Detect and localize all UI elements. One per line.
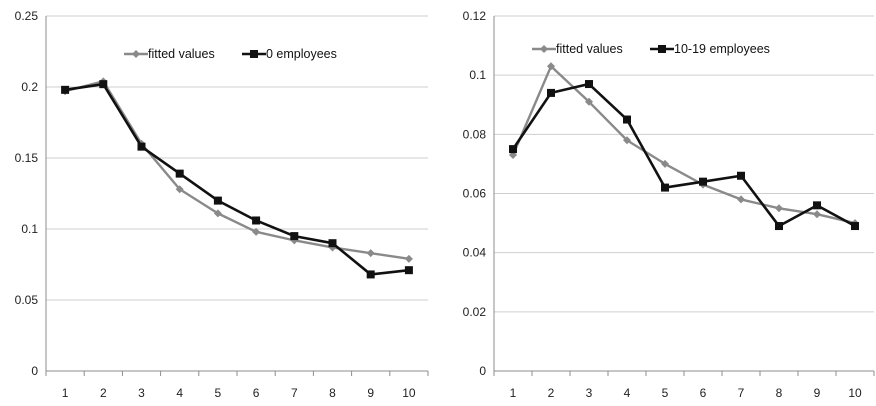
x-tick-label: 10 <box>402 386 416 400</box>
data-point-square <box>737 171 745 180</box>
data-point-square <box>547 88 555 97</box>
x-tick-label: 10 <box>848 386 862 400</box>
y-tick-label: 0.04 <box>463 246 487 260</box>
data-point-square <box>699 177 707 186</box>
y-tick-label: 0.15 <box>15 151 39 165</box>
data-point-square <box>213 196 222 205</box>
data-point-square <box>252 216 261 225</box>
chart-right-10-19-employees: 0 0.02 0.04 0.06 0.08 0.1 0.12 1 2 3 4 5 6 7 8 9 10 fitte… <box>463 9 875 400</box>
legend-label: 10-19 employees <box>674 42 770 56</box>
data-point-diamond <box>404 254 413 263</box>
data-point-square <box>851 222 859 231</box>
y-tick-label: 0.25 <box>15 9 39 23</box>
data-point-square <box>509 145 517 154</box>
x-tick-label: 7 <box>291 386 298 400</box>
data-point-diamond <box>737 195 745 204</box>
y-tick-label: 0.08 <box>463 127 487 141</box>
y-tick-label: 0.1 <box>469 68 486 82</box>
x-tick-label: 5 <box>662 386 669 400</box>
x-tick-label: 1 <box>510 386 517 400</box>
data-point-diamond <box>547 62 555 71</box>
legend-marker-diamond <box>132 50 140 58</box>
x-tick-label: 9 <box>814 386 821 400</box>
x-tick-label: 8 <box>776 386 783 400</box>
legend-label: fitted values <box>556 42 623 56</box>
y-tick-label: 0 <box>479 364 486 378</box>
data-point-diamond <box>661 159 669 168</box>
data-point-diamond <box>213 209 222 218</box>
data-point-diamond <box>623 136 631 145</box>
x-tick-label: 6 <box>253 386 260 400</box>
y-tick-label: 0 <box>31 364 38 378</box>
x-tick-label: 2 <box>548 386 555 400</box>
legend-marker-square <box>250 50 258 58</box>
data-point-square <box>366 270 375 279</box>
series-line <box>511 65 856 225</box>
data-point-diamond <box>366 249 375 258</box>
x-tick-label: 1 <box>62 386 69 400</box>
x-tick-label: 7 <box>738 386 745 400</box>
data-point-square <box>175 169 184 178</box>
legend-marker-square <box>658 45 666 53</box>
x-tick-label: 5 <box>215 386 222 400</box>
legend-label: fitted values <box>148 47 215 61</box>
data-point-diamond <box>175 185 184 194</box>
legend-label: 0 employees <box>266 47 337 61</box>
legend-marker-diamond <box>540 45 548 53</box>
data-point-square <box>813 201 821 210</box>
series-line <box>64 80 410 261</box>
data-point-square <box>404 266 413 275</box>
y-tick-label: 0.2 <box>21 80 38 94</box>
data-point-square <box>61 85 70 94</box>
y-tick-label: 0.1 <box>21 222 38 236</box>
data-point-square <box>328 239 337 248</box>
y-tick-label: 0.02 <box>463 305 487 319</box>
x-tick-label: 9 <box>367 386 374 400</box>
x-tick-label: 8 <box>329 386 336 400</box>
data-point-diamond <box>585 97 593 106</box>
data-point-square <box>99 80 108 89</box>
data-point-square <box>585 80 593 89</box>
x-tick-label: 6 <box>700 386 707 400</box>
data-point-square <box>775 222 783 231</box>
data-point-square <box>661 183 669 192</box>
data-point-diamond <box>252 227 261 236</box>
data-point-square <box>137 142 146 151</box>
x-tick-label: 3 <box>586 386 593 400</box>
y-tick-label: 0.05 <box>15 293 39 307</box>
y-tick-label: 0.12 <box>463 9 487 23</box>
chart-left-0-employees: 0 0.05 0.1 0.15 0.2 0.25 1 2 3 4 5 6 7 8 9 10 fitted val… <box>15 9 429 400</box>
data-point-diamond <box>813 210 821 219</box>
series-line <box>511 82 856 228</box>
y-tick-label: 0.06 <box>463 187 487 201</box>
x-tick-label: 4 <box>624 386 631 400</box>
data-point-diamond <box>775 204 783 213</box>
x-tick-label: 4 <box>176 386 183 400</box>
x-tick-label: 3 <box>138 386 145 400</box>
data-point-square <box>290 232 299 241</box>
x-tick-label: 2 <box>100 386 107 400</box>
series-line <box>64 82 410 276</box>
data-point-square <box>623 115 631 124</box>
